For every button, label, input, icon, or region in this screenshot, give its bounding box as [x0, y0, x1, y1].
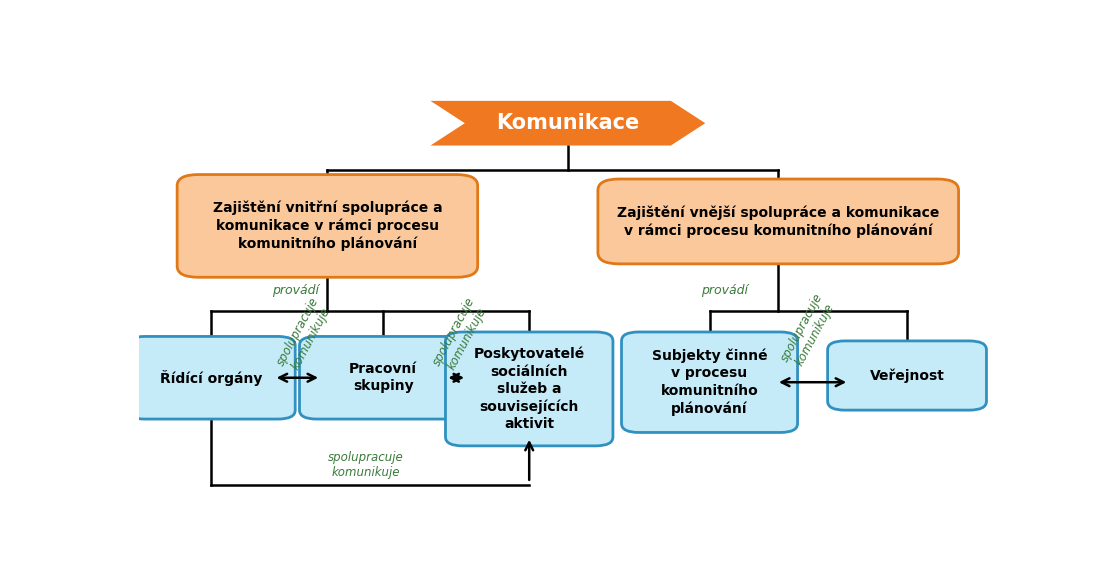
- Text: Veřejnost: Veřejnost: [870, 368, 944, 383]
- Text: Komunikace: Komunikace: [496, 113, 639, 133]
- Text: spolupracuje
komunikuje: spolupracuje komunikuje: [274, 295, 335, 375]
- Text: Řídící orgány: Řídící orgány: [161, 370, 263, 386]
- Polygon shape: [430, 101, 706, 146]
- FancyBboxPatch shape: [127, 336, 295, 419]
- Text: spolupracuje
komunikuje: spolupracuje komunikuje: [778, 291, 839, 371]
- Text: provádí: provádí: [271, 284, 319, 297]
- FancyBboxPatch shape: [299, 336, 466, 419]
- FancyBboxPatch shape: [445, 332, 613, 446]
- Text: spolupracuje
komunikuje: spolupracuje komunikuje: [430, 295, 491, 375]
- Text: Subjekty činné
v procesu
komunitního
plánování: Subjekty činné v procesu komunitního plá…: [652, 349, 768, 416]
- FancyBboxPatch shape: [177, 175, 478, 277]
- Text: provádí: provádí: [701, 284, 748, 297]
- FancyBboxPatch shape: [598, 179, 958, 264]
- Text: spolupracuje
komunikuje: spolupracuje komunikuje: [328, 451, 404, 479]
- FancyBboxPatch shape: [622, 332, 798, 433]
- FancyBboxPatch shape: [828, 341, 986, 410]
- Text: Zajištění vnitřní spolupráce a
komunikace v rámci procesu
komunitního plánování: Zajištění vnitřní spolupráce a komunikac…: [213, 201, 442, 251]
- Text: Pracovní
skupiny: Pracovní skupiny: [349, 362, 418, 393]
- Text: Poskytovatelé
sociálních
služeb a
souvisejících
aktivit: Poskytovatelé sociálních služeb a souvis…: [473, 347, 585, 431]
- Text: Zajištění vnější spolupráce a komunikace
v rámci procesu komunitního plánování: Zajištění vnější spolupráce a komunikace…: [617, 205, 940, 238]
